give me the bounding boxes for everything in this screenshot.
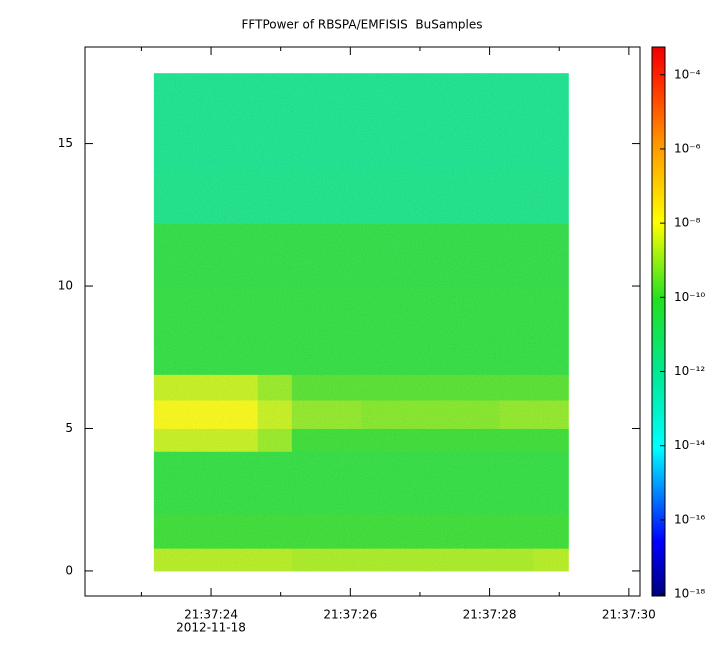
y-tick-label: 5 bbox=[65, 421, 73, 435]
z-tick-label: 10⁻⁴ bbox=[674, 67, 701, 81]
z-tick-label: 10⁻¹⁰ bbox=[674, 290, 705, 304]
z-tick-label: 10⁻⁶ bbox=[674, 141, 701, 155]
x-tick-label: 21:37:28 bbox=[463, 608, 517, 622]
x-tick-label: 21:37:26 bbox=[323, 608, 377, 622]
spectrogram bbox=[153, 73, 569, 572]
texture bbox=[153, 73, 569, 571]
x-date-label: 2012-11-18 bbox=[176, 621, 246, 635]
chart-title: FFTPower of RBSPA/EMFISIS BuSamples bbox=[242, 18, 483, 32]
x-tick-label: 21:37:24 bbox=[184, 608, 238, 622]
y-tick-label: 0 bbox=[65, 563, 73, 577]
z-tick-label: 10⁻¹⁴ bbox=[674, 438, 705, 452]
z-tick-label: 10⁻⁸ bbox=[674, 216, 701, 230]
y-tick-label: 10 bbox=[58, 279, 73, 293]
z-tick-label: 10⁻¹⁶ bbox=[674, 512, 705, 526]
z-tick-label: 10⁻¹⁸ bbox=[674, 587, 705, 601]
colorbar bbox=[651, 46, 666, 597]
z-tick-label: 10⁻¹² bbox=[674, 364, 705, 378]
x-tick-label: 21:37:30 bbox=[602, 608, 656, 622]
y-tick-label: 15 bbox=[58, 136, 73, 150]
plot-frame bbox=[84, 46, 641, 597]
